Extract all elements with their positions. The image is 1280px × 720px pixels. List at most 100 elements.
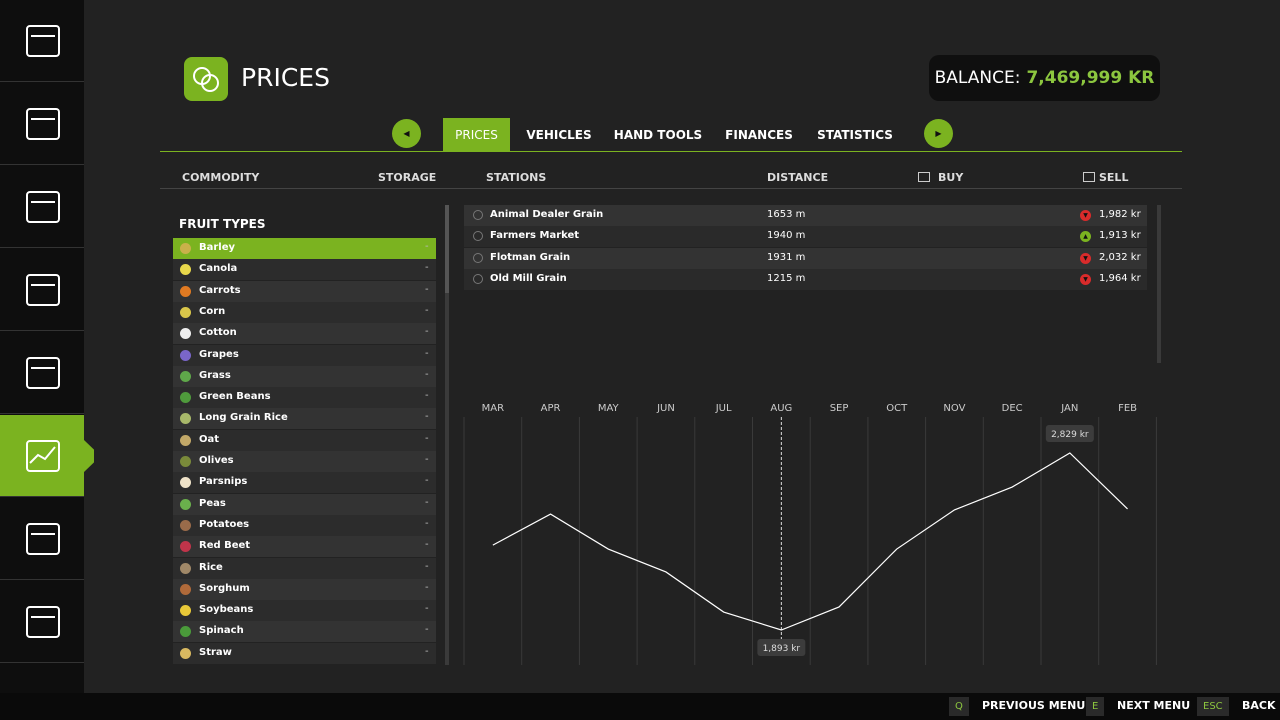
tab[interactable]: VEHICLES [526,127,592,142]
month-label: JAN [1060,403,1078,414]
sidebar-notch [84,440,94,472]
month-label: JUL [715,403,732,414]
fruit-row[interactable]: Canola - [173,259,436,281]
fruit-icon [180,264,191,276]
tooltip-box [1045,425,1094,442]
tab[interactable]: STATISTICS [817,127,893,142]
trend-icon: ▼ [1080,252,1091,264]
fruit-row[interactable]: Parsnips - [173,472,436,494]
tab-underline [160,151,1182,152]
fruit-name: Straw [199,646,232,658]
fruit-icon [180,562,191,574]
month-label: NOV [943,403,965,414]
sidebar-settings[interactable] [0,498,84,580]
sidebar-prices[interactable] [0,415,84,497]
fruit-storage: - [425,496,429,508]
fruit-icon [180,477,191,489]
fruit-row[interactable]: Spinach - [173,621,436,643]
fruit-row[interactable]: Green Beans - [173,387,436,409]
station-icon [473,252,483,263]
list-title: FRUIT TYPES [179,217,266,231]
tab[interactable]: PRICES [443,118,510,151]
fruit-storage: - [425,390,429,402]
station-row: Animal Dealer Grain 1653 m ▼ 1,982 kr [464,205,1147,226]
fruit-storage: - [425,603,429,615]
fruit-row[interactable]: Peas - [173,493,436,515]
fruit-name: Corn [199,305,226,317]
fruit-row[interactable]: Long Grain Rice - [173,408,436,430]
fruit-icon [180,456,191,467]
tab-next[interactable]: ▶ [924,119,953,148]
fruit-row[interactable]: Grapes - [173,344,436,366]
tab-prev[interactable]: ◀ [392,119,421,148]
sidebar-map[interactable] [0,0,84,82]
station-row: Old Mill Grain 1215 m ▼ 1,964 kr [464,268,1147,290]
tab[interactable]: HAND TOOLS [613,127,703,142]
sidebar [0,0,94,693]
fruit-row[interactable]: Grass - [173,365,436,387]
sidebar-animals[interactable] [0,166,84,248]
key-label: BACK [1242,699,1276,712]
sidebar-construction[interactable] [0,581,84,663]
fruit-storage: - [425,304,429,316]
fruit-icon [180,647,191,659]
fruit-row[interactable]: Barley - [173,238,436,259]
fruit-row[interactable]: Soybeans - [173,600,436,622]
fruit-row[interactable]: Rice - [173,557,436,579]
tab[interactable]: FINANCES [725,127,793,142]
fruit-storage: - [425,454,429,465]
value-label: 2,829 kr [1051,430,1089,440]
key-label: PREVIOUS MENU [982,699,1086,712]
station-sell: 2,032 kr [1099,251,1141,263]
fruit-name: Cotton [199,327,237,339]
page-title: PRICES [241,63,330,92]
fruit-row[interactable]: Oat - [173,429,436,451]
station-distance: 1653 m [767,209,806,220]
fruit-icon [180,626,191,638]
fruit-storage: - [425,517,429,529]
fruit-icon [180,392,191,404]
trend-icon: ▼ [1080,210,1091,221]
col-stations: STATIONS [486,171,547,184]
scroll-thumb [445,205,449,293]
fruit-name: Green Beans [199,391,271,403]
balance-value: 7,469,999 KR [1026,68,1155,88]
icon [26,191,60,223]
fruit-name: Potatoes [199,518,250,530]
fruit-name: Grass [199,369,231,381]
tooltip-box [757,639,806,656]
station-icon [473,210,483,220]
fruit-storage: - [425,283,429,295]
fruit-row[interactable]: Corn - [173,301,436,323]
sidebar-production[interactable] [0,332,84,414]
fruit-icon [180,605,191,617]
fruit-row[interactable]: Red Beet - [173,536,436,558]
fruit-row[interactable]: Olives - [173,451,436,472]
station-name: Farmers Market [490,230,580,242]
footer: Q PREVIOUS MENU E NEXT MENU ESC BACK [0,693,1280,720]
station-row: Farmers Market 1940 m ▲ 1,913 kr [464,226,1147,248]
sell-icon [1083,172,1095,182]
month-label: OCT [886,403,908,414]
fruit-row[interactable]: Potatoes - [173,514,436,536]
fruit-icon [180,306,191,318]
month-label: AUG [770,403,792,414]
key-hint: ESC [1197,697,1229,716]
sidebar-contracts[interactable] [0,249,84,331]
fruit-name: Sorghum [199,582,250,594]
sidebar-calendar[interactable] [0,83,84,165]
fruit-row[interactable]: Cotton - [173,323,436,345]
fruit-storage: - [425,262,429,274]
icon [26,440,60,472]
fruit-row[interactable]: Carrots - [173,280,436,302]
fruit-storage: - [425,539,429,551]
key-hint: Q [949,697,969,716]
fruit-row[interactable]: Sorghum - [173,578,436,600]
station-sell: 1,913 kr [1099,230,1141,242]
fruit-name: Grapes [199,348,239,360]
fruit-icon [180,519,191,531]
fruit-row[interactable]: Straw - [173,642,436,664]
header-divider [160,188,1182,189]
station-sell: 1,964 kr [1099,272,1141,284]
